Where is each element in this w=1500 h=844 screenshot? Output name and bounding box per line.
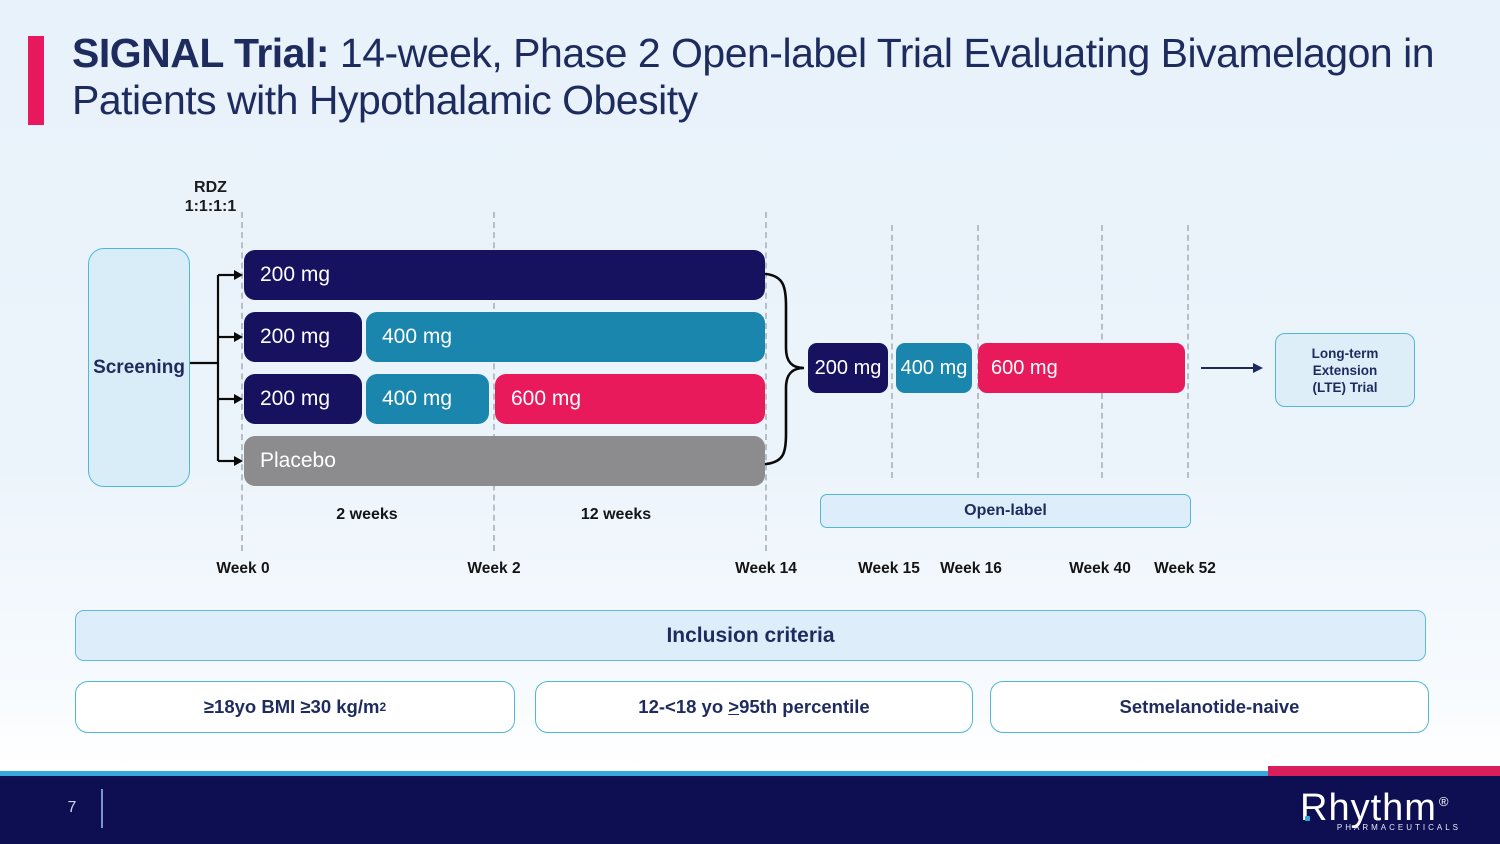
timeline-dash-week15 — [891, 225, 893, 478]
openlabel-200mg-label: 200 mg — [814, 356, 882, 379]
criterion-adolescent-post: 95th percentile — [739, 696, 870, 717]
arm3-200mg-box: 200 mg — [244, 374, 362, 424]
rhythm-logo: Rhythm ® PHARMACEUTICALS — [1300, 783, 1475, 839]
arm2-200mg-box: 200 mg — [244, 312, 362, 362]
openlabel-400mg-label: 400 mg — [900, 356, 968, 379]
screening-box: Screening — [88, 248, 190, 487]
criterion-adult-bmi: ≥18yo BMI ≥30 kg/m 2 — [75, 681, 515, 733]
openlabel-600mg-label: 600 mg — [991, 356, 1058, 379]
footer-pink-accent — [1268, 766, 1500, 776]
footer-bar — [0, 776, 1500, 844]
criterion-setmelanotide-naive: Setmelanotide-naive — [990, 681, 1429, 733]
lte-box: Long-term Extension (LTE) Trial — [1275, 333, 1415, 407]
title-accent-bar — [28, 36, 44, 125]
rhythm-logo-subtext: PHARMACEUTICALS — [1336, 823, 1461, 832]
timeline-dash-week0 — [241, 212, 243, 551]
randomization-label-line1: RDZ — [194, 179, 227, 196]
inclusion-criteria-title: Inclusion criteria — [666, 623, 835, 647]
criterion-adolescent-gte: > — [728, 696, 740, 717]
arm2-400mg-box: 400 mg — [366, 312, 765, 362]
screening-label: Screening — [93, 356, 185, 378]
criterion-setmelanotide-naive-text: Setmelanotide-naive — [1119, 696, 1300, 717]
week-label-52: Week 52 — [1154, 560, 1216, 577]
randomization-branch-arrows — [190, 270, 243, 466]
arm3-600mg-box: 600 mg — [495, 374, 765, 424]
arm3-200mg-label: 200 mg — [260, 387, 331, 410]
openlabel-200mg-box: 200 mg — [808, 343, 888, 393]
week-label-0: Week 0 — [216, 560, 270, 577]
week-label-40: Week 40 — [1069, 560, 1131, 577]
rhythm-logo-text: Rhythm — [1300, 787, 1437, 829]
criterion-adult-bmi-text: ≥18yo BMI ≥30 kg/m — [203, 696, 380, 717]
week-label-14: Week 14 — [735, 560, 797, 577]
arm3-600mg-label: 600 mg — [511, 387, 582, 410]
criterion-adult-bmi-sup: 2 — [379, 700, 387, 714]
footer-cyan-line — [0, 771, 1268, 776]
criterion-adolescent-percentile: 12-<18 yo >95th percentile — [535, 681, 973, 733]
open-label-band: Open-label — [820, 494, 1191, 528]
arm4-placebo-box: Placebo — [244, 436, 765, 486]
page-title-bold: SIGNAL Trial: — [72, 30, 330, 76]
duration-12weeks: 12 weeks — [580, 506, 652, 523]
arms-merge-brace — [764, 272, 805, 466]
openlabel-400mg-box: 400 mg — [896, 343, 972, 393]
page-number-divider — [101, 789, 103, 828]
timeline-dash-week14 — [765, 212, 767, 551]
page-title: SIGNAL Trial: 14-week, Phase 2 Open-labe… — [72, 30, 1464, 124]
lte-line1: Long-term — [1311, 345, 1379, 361]
arm4-placebo-label: Placebo — [260, 449, 336, 472]
week-label-2: Week 2 — [467, 560, 521, 577]
page-number: 7 — [67, 799, 77, 816]
arm2-400mg-label: 400 mg — [382, 325, 453, 348]
page-title-rest: 14-week, Phase 2 Open-label Trial Evalua… — [72, 30, 1435, 123]
rhythm-logo-dot-icon — [1305, 816, 1310, 821]
lte-line3: (LTE) Trial — [1312, 379, 1378, 395]
timeline-dash-week2 — [493, 212, 495, 551]
lte-arrow — [1201, 363, 1263, 373]
inclusion-criteria-header: Inclusion criteria — [75, 610, 1426, 661]
arm2-200mg-label: 200 mg — [260, 325, 331, 348]
week-label-16: Week 16 — [940, 560, 1002, 577]
arm3-400mg-box: 400 mg — [366, 374, 489, 424]
criterion-adolescent-pre: 12-<18 yo — [638, 696, 724, 717]
registered-trademark-icon: ® — [1438, 794, 1450, 809]
arm1-200mg-box: 200 mg — [244, 250, 765, 300]
lte-line2: Extension — [1312, 362, 1378, 378]
duration-2weeks: 2 weeks — [336, 506, 398, 523]
arm3-400mg-label: 400 mg — [382, 387, 453, 410]
openlabel-600mg-box: 600 mg — [978, 343, 1185, 393]
timeline-dash-week52 — [1187, 225, 1189, 478]
week-label-15: Week 15 — [858, 560, 920, 577]
arm1-200mg-label: 200 mg — [260, 263, 331, 286]
rhythm-logo-wordmark: Rhythm ® — [1300, 783, 1475, 827]
randomization-label: RDZ 1:1:1:1 — [168, 178, 253, 216]
randomization-label-line2: 1:1:1:1 — [184, 198, 237, 215]
open-label-label: Open-label — [964, 502, 1047, 519]
